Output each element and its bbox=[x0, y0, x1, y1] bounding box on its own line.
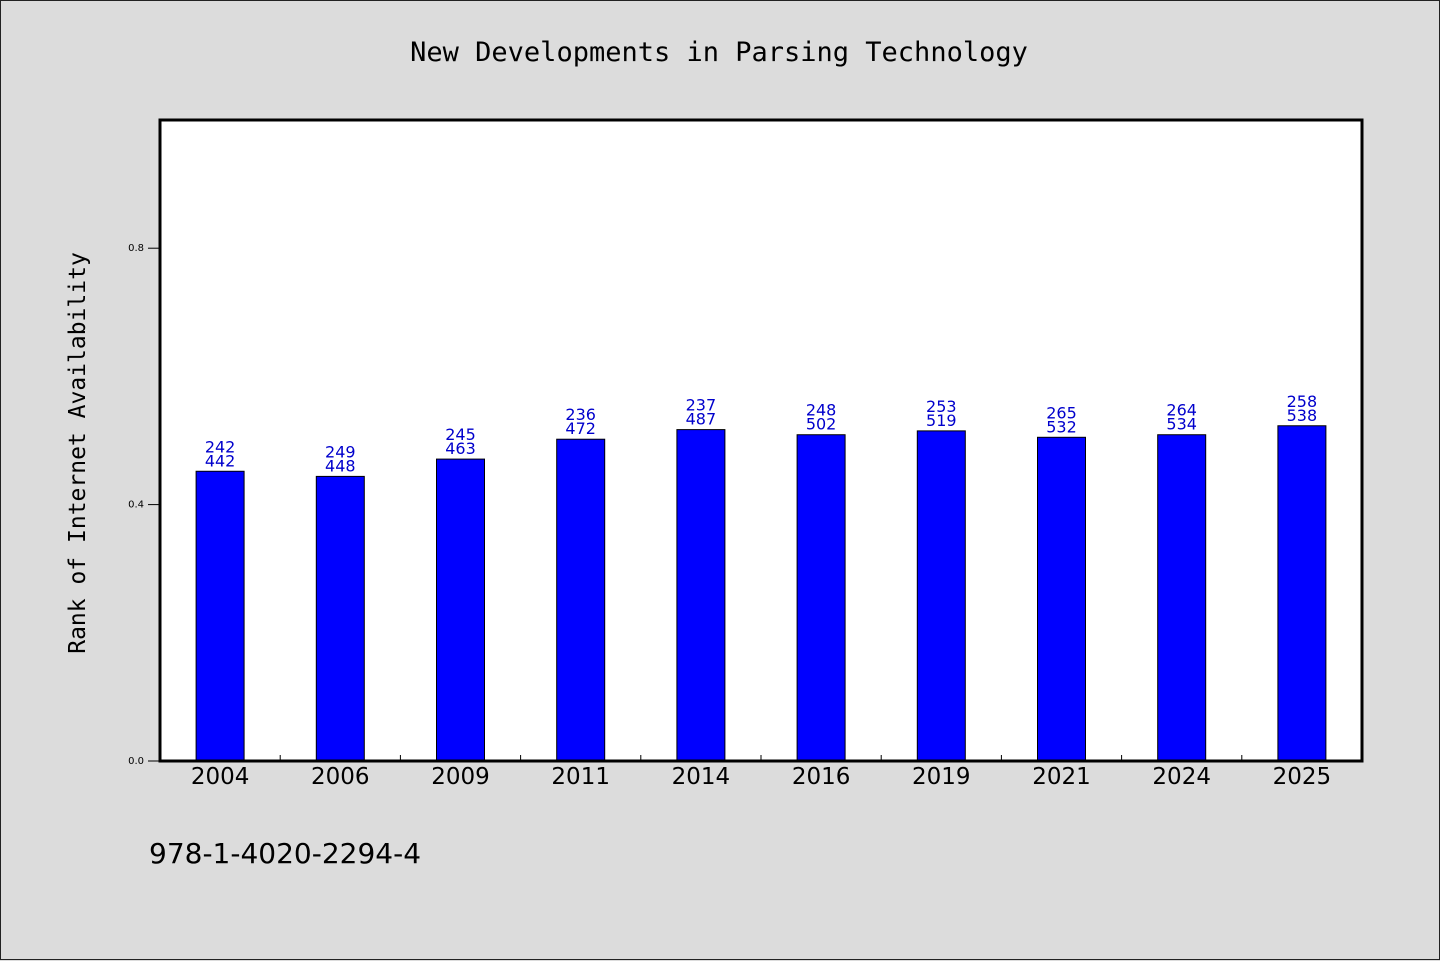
bar-2014 bbox=[676, 429, 726, 762]
y-axis-ticks: 0.0 0.4 0.8 bbox=[128, 243, 160, 767]
x-tick-label-2004: 2004 bbox=[191, 764, 250, 790]
y-tick-label-0.0: 0.0 bbox=[128, 756, 144, 767]
y-axis-label: Rank of Internet Availability bbox=[65, 252, 91, 654]
y-tick-label-0.4: 0.4 bbox=[128, 500, 144, 511]
x-tick-label-2006: 2006 bbox=[311, 764, 370, 790]
bar-2021 bbox=[1037, 436, 1086, 762]
bar-2016 bbox=[796, 434, 846, 762]
bar-2011 bbox=[556, 438, 606, 762]
chart-title: New Developments in Parsing Technology bbox=[410, 37, 1028, 68]
data-label-top-2025: 258 bbox=[1287, 392, 1318, 411]
data-label-bottom-2019: 519 bbox=[926, 411, 957, 430]
data-label-top-2019: 253 bbox=[926, 397, 957, 416]
x-tick-label-2016: 2016 bbox=[792, 764, 851, 790]
data-label-bottom-2021: 532 bbox=[1046, 417, 1077, 436]
x-tick-label-2011: 2011 bbox=[551, 764, 610, 790]
bar-2019 bbox=[916, 430, 966, 762]
data-label-bottom-2025: 538 bbox=[1287, 406, 1318, 425]
isbn-footer: 978-1-4020-2294-4 bbox=[149, 837, 421, 870]
data-label-bottom-2009: 463 bbox=[445, 439, 476, 458]
data-label-top-2024: 264 bbox=[1166, 401, 1197, 420]
plot-border bbox=[158, 118, 1364, 763]
data-label-top-2006: 249 bbox=[325, 442, 356, 461]
data-label-top-2004: 242 bbox=[205, 437, 236, 456]
data-label-top-2014: 237 bbox=[686, 396, 717, 415]
x-axis-ticks: 2004 2006 2009 2011 2014 2016 2019 2021 2024 2025 bbox=[191, 755, 1331, 790]
x-tick-label-2024: 2024 bbox=[1152, 764, 1211, 790]
y-tick-label-0.8: 0.8 bbox=[128, 243, 144, 254]
bar-2004 bbox=[195, 470, 245, 762]
x-tick-label-2025: 2025 bbox=[1273, 764, 1332, 790]
x-tick-label-2019: 2019 bbox=[912, 764, 971, 790]
bar-2024 bbox=[1157, 434, 1207, 762]
x-tick-label-2009: 2009 bbox=[431, 764, 490, 790]
data-label-bottom-2004: 442 bbox=[205, 451, 236, 470]
data-label-top-2016: 248 bbox=[806, 401, 837, 420]
data-label-top-2011: 236 bbox=[565, 405, 596, 424]
data-label-bottom-2011: 472 bbox=[565, 419, 596, 438]
data-label-bottom-2016: 502 bbox=[806, 415, 837, 434]
data-label-bottom-2024: 534 bbox=[1166, 415, 1197, 434]
x-tick-label-2014: 2014 bbox=[672, 764, 731, 790]
data-label-bottom-2014: 487 bbox=[686, 410, 717, 429]
data-label-bottom-2006: 448 bbox=[325, 456, 356, 475]
bar-2009 bbox=[436, 458, 485, 762]
bar-2006 bbox=[315, 475, 365, 762]
x-tick-label-2021: 2021 bbox=[1032, 764, 1091, 790]
bars-layer bbox=[195, 425, 1327, 762]
data-label-top-2009: 245 bbox=[445, 425, 476, 444]
bar-2025 bbox=[1277, 425, 1327, 762]
data-label-top-2021: 265 bbox=[1046, 403, 1077, 422]
